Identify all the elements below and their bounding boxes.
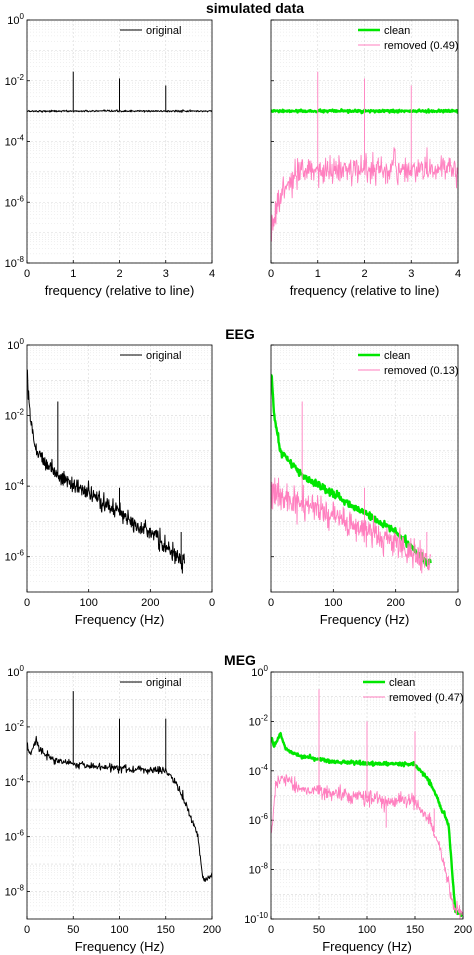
y-tick-label: 100 — [7, 12, 24, 27]
y-tick-label: 10-4 — [249, 763, 269, 778]
axes-box — [26, 671, 213, 920]
x-tick-label: 150 — [157, 924, 175, 936]
x-tick-label: 0 — [268, 924, 274, 936]
x-tick-label: 2 — [116, 268, 122, 280]
series-original-line — [27, 71, 212, 113]
y-tick-label: 10-8 — [5, 255, 25, 270]
x-axis-label: frequency (relative to line) — [45, 283, 195, 298]
axes-box — [26, 19, 213, 264]
chart-meg-cleaned: 0 50 100 150 200 10-10 10-8 10-6 10-4 10-2 100 Freq… — [244, 664, 472, 954]
legend-entry: clean — [389, 677, 415, 689]
axes-box — [270, 344, 459, 593]
y-tick-label: 10-6 — [5, 829, 25, 844]
x-tick-label: 100 — [324, 597, 342, 609]
y-tick-label: 10-6 — [249, 812, 269, 827]
axes-box — [270, 671, 464, 920]
x-axis-label: Frequency (Hz) — [75, 612, 165, 627]
y-tick-label: 10-6 — [5, 194, 25, 209]
y-tick-label: 10-8 — [249, 862, 269, 877]
series-removed-line — [271, 689, 463, 919]
x-tick-label: 4 — [455, 268, 461, 280]
x-tick-label: 0 — [455, 597, 461, 609]
legend-entry: clean — [384, 350, 410, 362]
x-tick-label: 0 — [268, 597, 274, 609]
y-tick-label: 10-4 — [5, 134, 25, 149]
section-title-simulated: simulated data — [206, 0, 304, 16]
legend-entry: removed (0.49) — [384, 40, 459, 52]
y-tick-label: 10-2 — [5, 408, 25, 423]
y-tick-label: 10-10 — [244, 911, 268, 926]
x-tick-label: 200 — [386, 597, 404, 609]
y-tick-label: 10-2 — [5, 719, 25, 734]
x-axis-label: Frequency (Hz) — [322, 939, 412, 954]
chart-sim-original: 0 1 2 3 4 10-8 10-6 10-4 10-2 100 frequency (relat… — [5, 12, 215, 298]
x-tick-label: 150 — [406, 924, 424, 936]
section-title-eeg: EEG — [225, 326, 255, 342]
x-tick-label: 200 — [141, 597, 159, 609]
y-tick-label: 10-2 — [249, 713, 269, 728]
x-tick-label: 100 — [358, 924, 376, 936]
legend-entry: clean — [384, 25, 410, 37]
legend-entry: original — [146, 350, 181, 362]
y-tick-label: 10-4 — [5, 774, 25, 789]
chart-sim-cleaned: 0 1 2 3 4 frequency (relative to line) clean re… — [268, 19, 461, 298]
series-original-line — [27, 369, 186, 574]
x-axis-label: Frequency (Hz) — [320, 612, 410, 627]
chart-eeg-original: 0 100 200 0 10-6 10-4 10-2 100 Frequency (Hz) ori… — [5, 337, 215, 627]
chart-eeg-cleaned: 0 100 200 0 Frequency (Hz) clean removed (0.13… — [268, 344, 461, 627]
y-tick-label: 100 — [251, 664, 268, 679]
x-tick-label: 1 — [70, 268, 76, 280]
x-tick-label: 200 — [203, 924, 221, 936]
x-axis-label: Frequency (Hz) — [75, 939, 165, 954]
x-tick-label: 3 — [163, 268, 169, 280]
x-tick-label: 50 — [67, 924, 79, 936]
legend-entry: original — [146, 25, 181, 37]
x-tick-label: 4 — [209, 268, 215, 280]
series-original-line — [27, 691, 212, 883]
x-tick-label: 200 — [454, 924, 472, 936]
y-tick-label: 10-8 — [5, 884, 25, 899]
x-tick-label: 0 — [268, 268, 274, 280]
section-title-meg: MEG — [224, 652, 256, 668]
series-clean-line — [271, 373, 432, 567]
x-tick-label: 100 — [79, 597, 97, 609]
x-tick-label: 2 — [361, 268, 367, 280]
legend-entry: original — [146, 677, 181, 689]
axes-box — [26, 344, 213, 593]
x-tick-label: 50 — [313, 924, 325, 936]
y-tick-label: 100 — [7, 337, 24, 352]
legend-entry: removed (0.13) — [384, 365, 459, 377]
y-tick-label: 10-4 — [5, 478, 25, 493]
y-tick-label: 10-6 — [5, 549, 25, 564]
x-tick-label: 3 — [408, 268, 414, 280]
x-tick-label: 1 — [315, 268, 321, 280]
series-removed-line — [271, 71, 458, 242]
legend-entry: removed (0.47) — [389, 692, 464, 704]
x-axis-label: frequency (relative to line) — [290, 283, 440, 298]
x-tick-label: 0 — [209, 597, 215, 609]
x-tick-label: 0 — [24, 268, 30, 280]
x-tick-label: 0 — [24, 924, 30, 936]
y-tick-label: 10-2 — [5, 73, 25, 88]
chart-meg-original: 0 50 100 150 200 10-8 10-6 10-4 10-2 100 Frequency… — [5, 664, 222, 954]
y-tick-label: 100 — [7, 664, 24, 679]
axes-box — [270, 19, 459, 264]
x-tick-label: 100 — [110, 924, 128, 936]
series-removed-line — [271, 401, 432, 574]
x-tick-label: 0 — [24, 597, 30, 609]
